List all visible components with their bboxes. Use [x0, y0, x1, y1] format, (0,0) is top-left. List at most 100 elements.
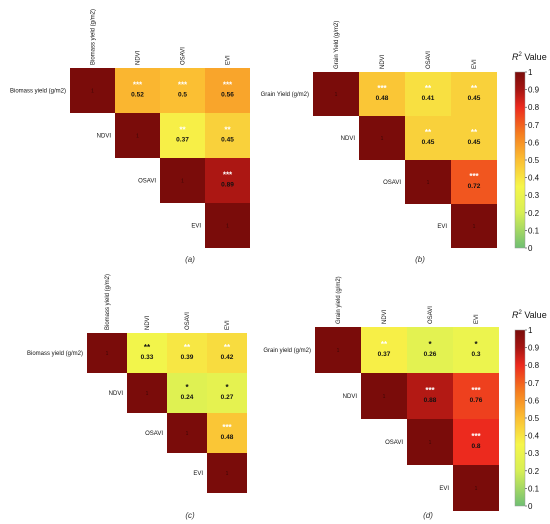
colorbar-top: R2 Value 1 0.9 0.8 0.7 0.6 0.5 0.4 0.3 0.2 0.1 0 — [512, 52, 547, 253]
colorbar-tick-label: 0.9 — [528, 344, 540, 353]
cell-value-label: 0.52 — [131, 92, 144, 99]
column-label: EVI — [474, 314, 480, 324]
colorbar-bottom: R2 Value 1 0.9 0.8 0.7 0.6 0.5 0.4 0.3 0.2 0.1 0 — [512, 310, 547, 511]
cell-value-label: 1 — [226, 471, 229, 477]
heatmap-cell — [407, 419, 453, 465]
heatmap-cell — [127, 333, 167, 373]
column-label: Grain Yield (g/m2) — [334, 21, 340, 69]
significance-label: *** — [469, 172, 479, 181]
colorbar-tick-label: 0.3 — [528, 449, 540, 458]
colorbar-tick-label: 0.8 — [528, 103, 540, 112]
heatmap-cell — [313, 72, 359, 116]
heatmap-cell — [205, 68, 250, 113]
colorbar-tick-label: 0.5 — [528, 156, 540, 165]
cell-value-label: 0.56 — [221, 92, 234, 99]
row-label: OSAVI — [383, 180, 401, 186]
column-label: EVI — [472, 59, 478, 69]
cell-value-label: 0.37 — [176, 137, 189, 144]
significance-label: ** — [381, 340, 388, 349]
significance-label: *** — [223, 81, 233, 90]
heatmap-panel-c: 1 ** 0.33 ** 0.39 ** 0.42 1 * 0.24 * 0.27 1 *** 0.48 1 B… — [27, 274, 247, 493]
heatmap-cell — [451, 204, 497, 248]
heatmap-cell — [205, 203, 250, 248]
column-label: OSAVI — [185, 312, 191, 330]
colorbar-gradient — [514, 71, 526, 249]
significance-label: ** — [179, 126, 186, 135]
column-label: NDVI — [380, 54, 386, 69]
cell-value-label: 0.39 — [181, 354, 194, 361]
column-label: EVI — [226, 55, 232, 65]
cell-value-label: 0.37 — [378, 351, 391, 358]
significance-label: *** — [178, 81, 188, 90]
heatmap-cell — [160, 113, 205, 158]
row-label: OSAVI — [385, 440, 403, 446]
heatmap-panel-a: 1 *** 0.52 *** 0.5 *** 0.56 1 ** 0.37 ** 0.45 1 *** 0.… — [10, 9, 250, 248]
colorbar-tick-label: 0.4 — [528, 432, 540, 441]
row-label: NDVI — [109, 391, 124, 397]
heatmap-cell — [87, 333, 127, 373]
significance-label: *** — [223, 171, 233, 180]
cell-value-label: 0.42 — [221, 354, 234, 361]
heatmap-cell — [207, 413, 247, 453]
colorbar-tick-label: 0.7 — [528, 379, 540, 388]
column-label: NDVI — [145, 315, 151, 330]
column-label: OSAVI — [428, 306, 434, 324]
column-label: NDVI — [136, 50, 142, 65]
row-label: OSAVI — [145, 431, 163, 437]
cell-value-label: 1 — [429, 440, 432, 446]
heatmap-cell — [453, 327, 499, 373]
cell-value-label: 0.72 — [468, 183, 481, 190]
colorbar-tick-label: 0.4 — [528, 174, 540, 183]
heatmap-cell — [160, 158, 205, 203]
colorbar-tick-label: 0.2 — [528, 209, 540, 218]
cell-value-label: 1 — [91, 89, 94, 95]
heatmap-cell — [361, 373, 407, 419]
row-label: EVI — [439, 486, 449, 492]
heatmap-cell — [405, 72, 451, 116]
cell-value-label: 0.27 — [221, 394, 234, 401]
significance-label: *** — [377, 84, 387, 93]
significance-label: *** — [222, 423, 232, 432]
significance-label: *** — [133, 81, 143, 90]
cell-value-label: 1 — [136, 134, 139, 140]
heatmap-cell — [207, 333, 247, 373]
cell-value-label: 1 — [181, 179, 184, 185]
cell-value-label: 1 — [335, 92, 338, 98]
heatmap-cell — [167, 373, 207, 413]
significance-label: *** — [471, 386, 481, 395]
heatmap-cell — [405, 160, 451, 204]
heatmap-cell — [361, 327, 407, 373]
heatmap-cell — [167, 413, 207, 453]
heatmap-cell — [205, 113, 250, 158]
colorbar-tick-label: 0.8 — [528, 361, 540, 370]
significance-label: * — [428, 340, 432, 349]
cell-value-label: 0.3 — [471, 351, 480, 358]
row-label: NDVI — [343, 394, 358, 400]
panel-caption-d: (d) — [423, 511, 433, 520]
significance-label: ** — [224, 126, 231, 135]
colorbar-tick-label: 0.2 — [528, 467, 540, 476]
row-label: NDVI — [97, 134, 112, 140]
significance-label: * — [474, 340, 478, 349]
heatmap-cell — [160, 68, 205, 113]
colorbar-tick-label: 1 — [528, 68, 533, 77]
cell-value-label: 0.26 — [424, 351, 437, 358]
column-label: EVI — [225, 320, 231, 330]
heatmap-cell — [115, 113, 160, 158]
heatmap-cell — [207, 453, 247, 493]
panel-caption-a: (a) — [185, 255, 195, 264]
colorbar-gradient — [514, 329, 526, 507]
heatmap-cell — [127, 373, 167, 413]
heatmap-cell — [405, 116, 451, 160]
row-label: NDVI — [341, 136, 356, 142]
cell-value-label: 0.8 — [471, 443, 480, 450]
colorbar-tick-label: 0.7 — [528, 121, 540, 130]
heatmap-cell — [407, 327, 453, 373]
column-label: OSAVI — [181, 47, 187, 65]
cell-value-label: 1 — [106, 351, 109, 357]
cell-value-label: 0.45 — [422, 139, 435, 146]
significance-label: * — [185, 383, 189, 392]
row-label: EVI — [437, 224, 447, 230]
cell-value-label: 0.45 — [221, 137, 234, 144]
